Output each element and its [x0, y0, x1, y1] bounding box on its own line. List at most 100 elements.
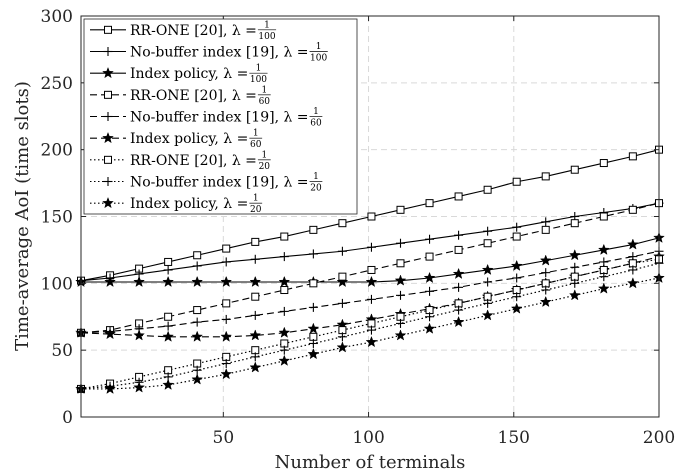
data-point [597, 282, 610, 294]
data-point [541, 285, 551, 295]
legend-frac-denominator: 20 [310, 184, 322, 194]
data-point [541, 217, 551, 227]
data-point [278, 326, 291, 338]
data-point [279, 306, 289, 316]
data-point [510, 302, 523, 314]
data-point [249, 329, 262, 341]
legend-marker [104, 25, 112, 34]
ticks: 50 100 150 200 0 50 100 150 200 250 300 [41, 7, 675, 448]
data-point [483, 239, 492, 248]
legend-marker [104, 90, 112, 99]
legend-marker [103, 47, 113, 56]
y-tick-label: 50 [51, 341, 73, 361]
legend-item: RR-ONE [20], λ = 1 100 [90, 20, 277, 42]
data-point [250, 310, 260, 320]
data-point [222, 244, 231, 253]
series-line [81, 277, 660, 390]
y-tick-label: 300 [41, 7, 73, 27]
legend-label: RR-ONE [20], λ = [130, 153, 257, 169]
data-point [164, 312, 173, 321]
data-point [280, 286, 289, 295]
data-point [221, 359, 231, 369]
data-point [220, 275, 233, 288]
data-point [337, 298, 347, 308]
legend-frac-numerator: 1 [316, 42, 322, 52]
data-point [423, 322, 436, 334]
data-point [367, 212, 376, 221]
data-point [483, 185, 492, 194]
data-point [454, 282, 464, 292]
legend-marker [104, 155, 112, 164]
data-point [628, 205, 637, 214]
data-point [481, 263, 494, 276]
data-point [395, 318, 405, 328]
series-3 [75, 231, 665, 288]
y-axis-label: Time-average AoI (time slots) [12, 81, 33, 351]
data-point [395, 290, 405, 300]
data-point [539, 295, 552, 308]
data-point [599, 272, 609, 282]
data-point [626, 277, 639, 289]
legend-marker [102, 131, 114, 144]
data-point [541, 225, 550, 234]
legend-frac-denominator: 20 [259, 162, 271, 172]
data-point [541, 172, 550, 181]
data-point [366, 242, 376, 252]
data-point [192, 261, 202, 271]
legend-frac-denominator: 60 [259, 97, 271, 107]
legend-frac-denominator: 100 [258, 32, 275, 42]
data-point [366, 325, 376, 335]
data-point [425, 234, 435, 244]
data-point [191, 275, 204, 288]
data-point [570, 262, 580, 272]
data-point [221, 314, 231, 324]
data-point [568, 249, 581, 261]
data-point [162, 275, 175, 288]
data-point [425, 312, 435, 322]
legend-marker [103, 177, 113, 186]
data-point [250, 254, 260, 264]
data-point [220, 368, 233, 380]
data-point [162, 378, 175, 390]
data-point [133, 275, 146, 288]
data-point [425, 252, 434, 261]
data-point [308, 338, 318, 348]
data-point [481, 309, 494, 321]
legend-label: RR-ONE [20], λ = [130, 23, 257, 39]
legend-frac-denominator: 60 [250, 140, 262, 150]
y-tick-label: 150 [41, 208, 73, 228]
data-point [365, 335, 378, 348]
data-point [483, 226, 493, 236]
data-point [133, 329, 146, 341]
data-point [512, 273, 522, 283]
data-point [337, 246, 347, 256]
data-point [162, 330, 175, 342]
legend-item: No-buffer index [19], λ = 1 100 [90, 42, 328, 64]
legend-label: Index policy, λ = [130, 196, 248, 212]
legend-item: RR-ONE [20], λ = 1 20 [90, 150, 271, 172]
data-point [599, 159, 608, 168]
data-point [425, 199, 434, 208]
data-point [423, 271, 436, 284]
x-tick-label: 200 [643, 428, 675, 448]
data-point [164, 257, 173, 266]
data-point [454, 245, 463, 254]
legend-label: RR-ONE [20], λ = [130, 88, 257, 104]
data-point [512, 222, 522, 232]
legend-marker [102, 66, 114, 79]
data-point [366, 294, 376, 304]
legend-item: No-buffer index [19], λ = 1 20 [90, 172, 323, 194]
legend-marker [103, 112, 113, 121]
data-point [251, 292, 260, 301]
legend-frac-numerator: 1 [264, 20, 270, 30]
data-point [454, 305, 464, 315]
data-point [279, 345, 289, 355]
y-tick-label: 250 [41, 74, 73, 94]
legend-label: No-buffer index [19], λ = [130, 175, 309, 191]
data-point [452, 267, 465, 280]
series-5 [76, 246, 664, 338]
data-point [539, 254, 552, 266]
data-point [396, 205, 405, 214]
y-tick-label: 100 [41, 274, 73, 294]
